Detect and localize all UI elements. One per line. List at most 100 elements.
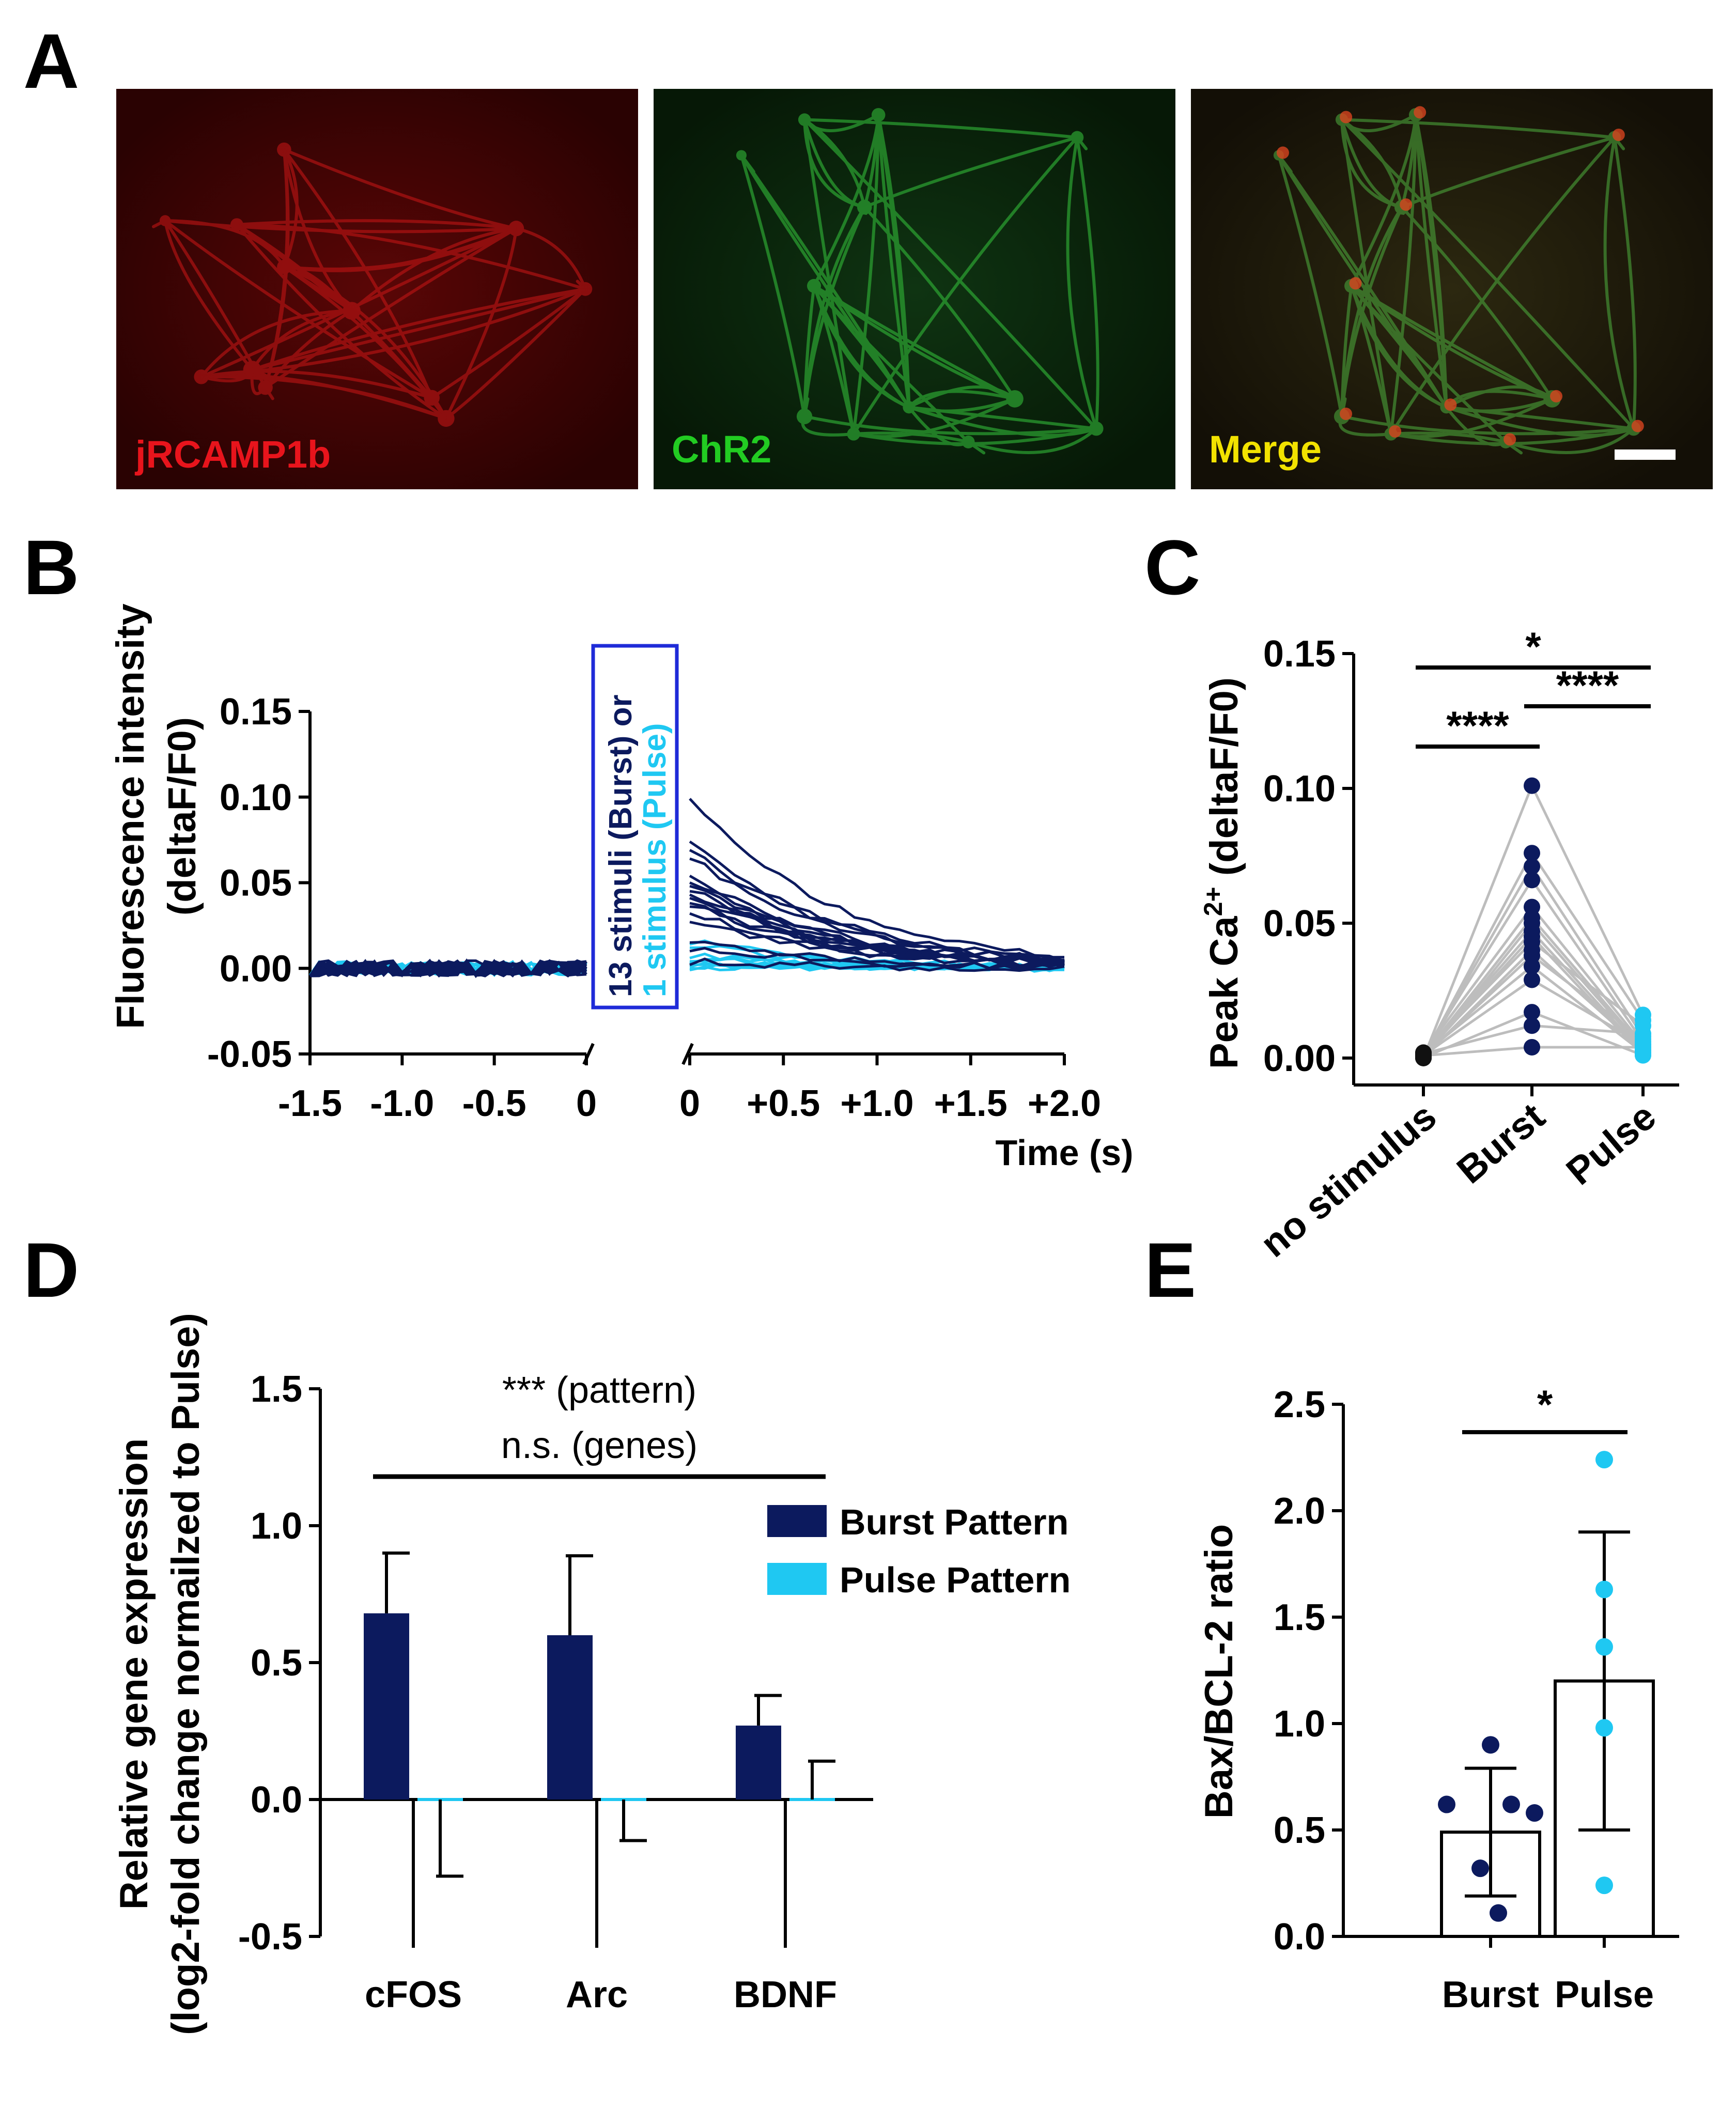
panel-e-chart: 2.5 2.0 1.5 1.0 0.5 0.0 Burst Pulse * Bax/BCL-2… bbox=[1197, 1382, 1679, 2015]
neurite bbox=[516, 227, 587, 290]
neurite bbox=[852, 136, 1079, 435]
panel-c-xtick-label: Burst bbox=[1449, 1095, 1553, 1192]
overlap-cell bbox=[1276, 146, 1289, 159]
neurite bbox=[237, 223, 586, 291]
significance-label: * bbox=[1525, 624, 1541, 669]
panel-d-ylabel-line2: (log2-fold change normailzed to Pulse) bbox=[164, 1313, 208, 2035]
panel-b-ytick-label: -0.05 bbox=[207, 1034, 292, 1075]
neurite bbox=[1400, 115, 1418, 208]
overlap-cell bbox=[1612, 128, 1625, 141]
data-point bbox=[1524, 1038, 1540, 1056]
neurite bbox=[1340, 119, 1402, 209]
overlap-cell bbox=[1400, 198, 1413, 211]
neurite bbox=[1340, 206, 1403, 417]
panel-d-annotation-pattern: *** (pattern) bbox=[502, 1370, 696, 1411]
burst-trace bbox=[689, 840, 1065, 962]
neurite bbox=[1389, 115, 1418, 435]
data-point bbox=[1490, 1904, 1507, 1922]
neurite bbox=[164, 220, 267, 389]
panel-d-annotation-genes: n.s. (genes) bbox=[501, 1425, 698, 1466]
neurite bbox=[1066, 137, 1098, 429]
neurite bbox=[283, 148, 433, 399]
neurite bbox=[812, 285, 910, 409]
neurite bbox=[813, 285, 910, 408]
cell-body bbox=[578, 282, 593, 296]
neurite bbox=[201, 375, 447, 420]
panel-b-xtick-label: 0 bbox=[679, 1083, 700, 1124]
data-point bbox=[1524, 872, 1540, 889]
neurite bbox=[813, 284, 1016, 400]
panel-d-ytick-label: 0.5 bbox=[251, 1642, 302, 1684]
panel-letter-c: C bbox=[1144, 524, 1200, 611]
overlap-cell bbox=[1389, 425, 1402, 438]
neurite bbox=[803, 119, 865, 209]
neurite bbox=[431, 287, 586, 399]
panel-letter-e: E bbox=[1144, 1227, 1196, 1313]
panel-letter-a: A bbox=[23, 18, 79, 104]
neurite bbox=[1446, 406, 1634, 430]
panel-c-ytick-label: 0.10 bbox=[1263, 768, 1336, 810]
micrograph-label-green: ChR2 bbox=[672, 428, 771, 471]
cell-body bbox=[194, 369, 209, 384]
micrograph-chr2: ChR2 bbox=[654, 89, 1175, 489]
panel-e-xtick-label: Pulse bbox=[1555, 1974, 1654, 2015]
panel-c-ytick-label: 0.05 bbox=[1263, 903, 1336, 944]
neurite bbox=[1350, 285, 1447, 409]
neurite bbox=[863, 115, 880, 208]
data-point bbox=[1595, 1638, 1613, 1656]
neurite bbox=[264, 227, 517, 389]
panel-e-ylabel: Bax/BCL-2 ratio bbox=[1197, 1524, 1241, 1819]
panel-letter-d: D bbox=[23, 1227, 79, 1313]
neurite bbox=[1505, 440, 1523, 455]
neurite bbox=[1342, 118, 1615, 139]
stimulus-label: 13 stimuli (Burst) or 1 stimulus (Pulse) bbox=[591, 644, 679, 1010]
neurite bbox=[283, 148, 517, 230]
panel-b-ytick-label: 0.10 bbox=[220, 777, 292, 818]
neurite bbox=[251, 309, 352, 371]
panel-d-ytick-label: 1.0 bbox=[251, 1506, 302, 1547]
data-point bbox=[1502, 1795, 1520, 1813]
burst-trace bbox=[689, 905, 1065, 967]
neurite bbox=[968, 427, 1097, 454]
legend-swatch-burst bbox=[767, 1505, 827, 1537]
panel-d-xtick-label: Arc bbox=[566, 1974, 628, 2015]
overlap-cell bbox=[1349, 277, 1362, 290]
neurite bbox=[236, 223, 353, 312]
panel-b-ytick-label: 0.05 bbox=[220, 863, 292, 904]
bar-burst bbox=[364, 1613, 409, 1800]
panel-b-xtick-label: +1.5 bbox=[934, 1083, 1008, 1124]
neurite bbox=[1401, 136, 1615, 209]
panel-b-ytick-label: 0.15 bbox=[220, 691, 292, 733]
panel-c-ylabel: Peak Ca2+ (deltaF/F0) bbox=[1199, 677, 1246, 1069]
panel-b-xtick-label: +0.5 bbox=[747, 1083, 820, 1124]
burst-trace bbox=[689, 857, 1065, 964]
neurite bbox=[1389, 136, 1616, 435]
data-point bbox=[1524, 845, 1540, 862]
panel-b-chart: 0.15 0.10 0.05 0.00 -0.05 -1.5 -1.0 -0.5 0 0 +0.5 +… bbox=[109, 603, 1134, 1173]
legend-swatch-pulse bbox=[767, 1563, 827, 1595]
neurite bbox=[740, 154, 755, 174]
panel-c-ytick-label: 0.15 bbox=[1263, 633, 1336, 675]
neurite bbox=[237, 219, 517, 230]
neurite bbox=[908, 406, 969, 446]
neurite bbox=[1390, 431, 1506, 444]
micrograph-merge: Merge bbox=[1191, 89, 1713, 489]
panel-b-xtick-label: -0.5 bbox=[462, 1083, 526, 1124]
panel-b-xtick-label: +2.0 bbox=[1028, 1083, 1101, 1124]
neurite bbox=[164, 219, 433, 399]
micrograph-jrcamp1b: jRCAMP1b bbox=[116, 89, 638, 489]
neurite bbox=[804, 415, 1097, 436]
neurite bbox=[877, 114, 911, 408]
data-point bbox=[1415, 1047, 1432, 1064]
data-point bbox=[1482, 1736, 1499, 1754]
panel-d-ytick-label: 1.5 bbox=[251, 1369, 302, 1410]
burst-baseline-trace bbox=[309, 958, 587, 978]
neurite bbox=[200, 309, 352, 378]
neurite bbox=[1414, 114, 1448, 408]
panel-c-xtick-label: no stimulus bbox=[1252, 1095, 1444, 1265]
panel-e-xtick-label: Burst bbox=[1442, 1974, 1539, 2015]
neurite bbox=[803, 206, 866, 417]
data-point bbox=[1524, 777, 1540, 794]
